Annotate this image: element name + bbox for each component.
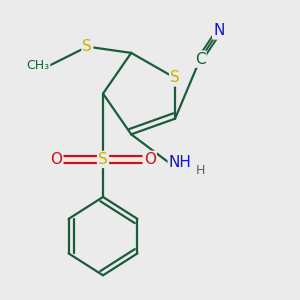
Text: O: O	[144, 152, 156, 167]
Text: O: O	[50, 152, 62, 167]
Text: NH: NH	[169, 155, 192, 170]
Text: S: S	[98, 152, 108, 167]
Text: H: H	[195, 164, 205, 177]
Text: S: S	[82, 39, 92, 54]
Text: N: N	[213, 23, 225, 38]
Text: S: S	[170, 70, 180, 86]
Text: CH₃: CH₃	[27, 59, 50, 72]
Text: C: C	[195, 52, 206, 67]
